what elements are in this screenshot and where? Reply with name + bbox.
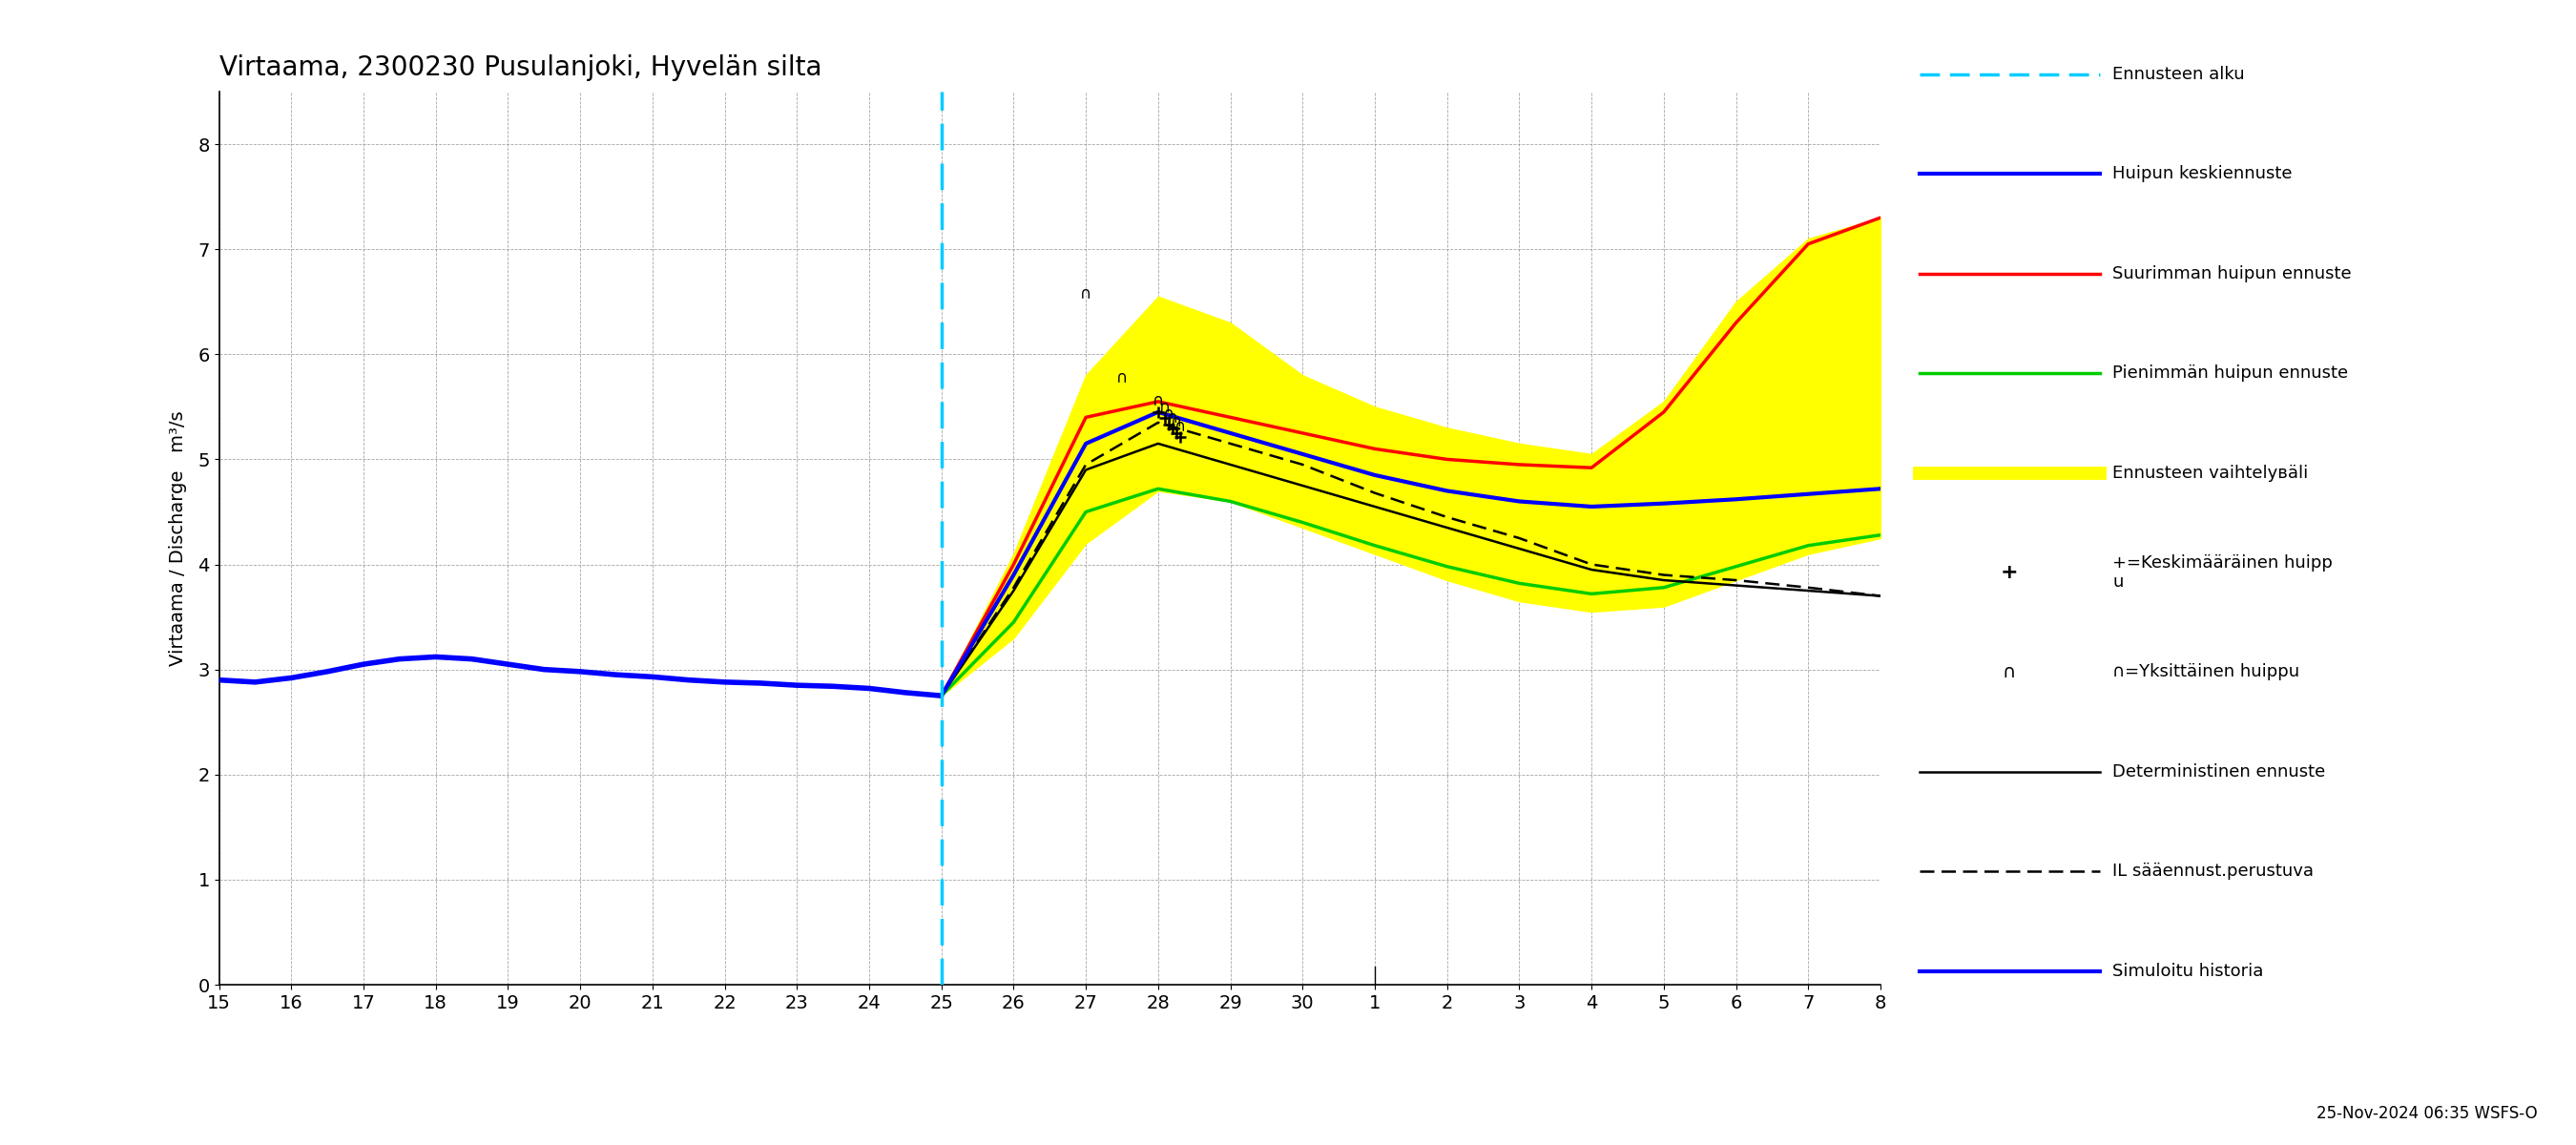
Text: ∩: ∩ xyxy=(1151,392,1164,409)
Text: Virtaama, 2300230 Pusulanjoki, Hyvelän silta: Virtaama, 2300230 Pusulanjoki, Hyvelän s… xyxy=(219,55,822,81)
Text: Deterministinen ennuste: Deterministinen ennuste xyxy=(2112,763,2326,780)
Text: +=Keskimääräinen huipp
u: +=Keskimääräinen huipp u xyxy=(2112,554,2334,591)
Text: ∩: ∩ xyxy=(1115,369,1128,386)
Text: Ennusteen alku: Ennusteen alku xyxy=(2112,65,2244,82)
Text: Huipun keskiennuste: Huipun keskiennuste xyxy=(2112,165,2293,182)
Text: ∩: ∩ xyxy=(1159,398,1172,416)
Text: ∩=Yksittäinen huippu: ∩=Yksittäinen huippu xyxy=(2112,663,2300,680)
Text: Ennusteen vaihtelувäli: Ennusteen vaihtelувäli xyxy=(2112,464,2308,481)
Text: ∩: ∩ xyxy=(1170,412,1182,429)
Y-axis label: Virtaama / Discharge   m³/s: Virtaama / Discharge m³/s xyxy=(170,410,188,666)
Text: IL sääennust.perustuva: IL sääennust.perustuva xyxy=(2112,862,2313,879)
Text: ∩: ∩ xyxy=(1175,417,1185,434)
Text: ∩: ∩ xyxy=(1164,404,1175,421)
Text: ∩: ∩ xyxy=(1167,409,1177,426)
Text: Suurimman huipun ennuste: Suurimman huipun ennuste xyxy=(2112,264,2352,282)
Text: Simuloitu historia: Simuloitu historia xyxy=(2112,962,2264,979)
Text: ∩: ∩ xyxy=(2002,663,2017,681)
Text: 25-Nov-2024 06:35 WSFS-O: 25-Nov-2024 06:35 WSFS-O xyxy=(2316,1105,2537,1122)
Text: ∩: ∩ xyxy=(1079,285,1092,302)
Text: Pienimmän huipun ennuste: Pienimmän huipun ennuste xyxy=(2112,364,2349,381)
Text: +: + xyxy=(2002,563,2017,582)
